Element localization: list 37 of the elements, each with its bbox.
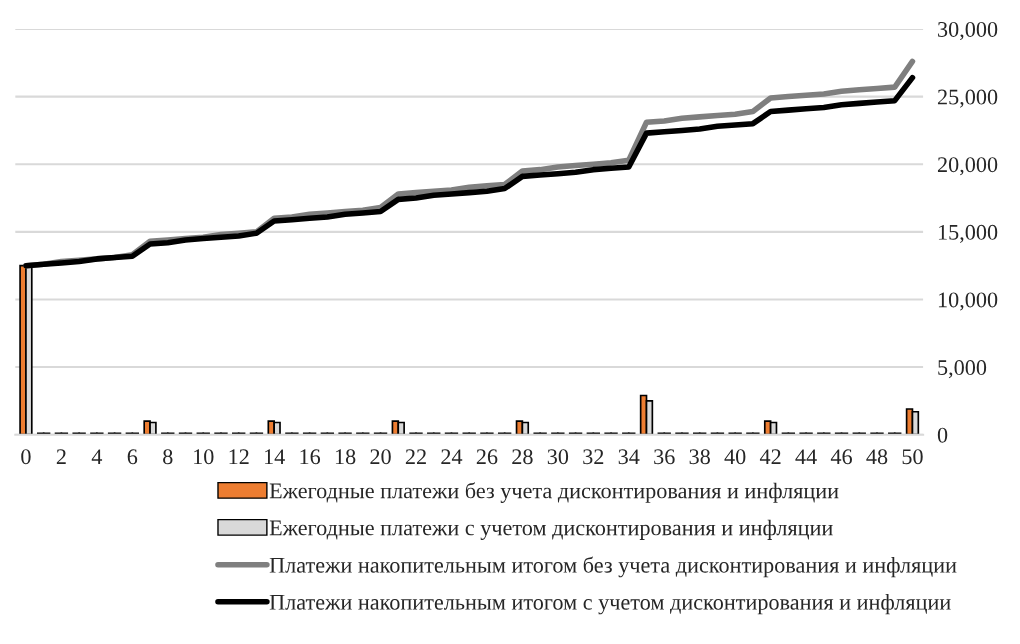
y-tick-label: 20,000 xyxy=(937,157,998,176)
x-tick-label: 48 xyxy=(866,449,888,465)
y-tick-label: 15,000 xyxy=(938,224,998,243)
x-tick-label: 14 xyxy=(265,449,285,465)
x-tick-label: 32 xyxy=(583,449,604,465)
x-tick-label: 2 xyxy=(56,449,66,465)
x-tick-label: 44 xyxy=(795,449,817,465)
x-tick-label: 42 xyxy=(759,449,781,465)
x-tick-label: 0 xyxy=(21,449,31,465)
legend-label: Платежи накопительным итогом с учетом дисконтирования и инфляции xyxy=(269,594,951,615)
x-tick-label: 10 xyxy=(194,449,214,465)
x-tick-label: 46 xyxy=(830,449,852,465)
x-tick-label: 50 xyxy=(902,449,923,465)
x-tick-label: 12 xyxy=(229,449,249,465)
x-tick-label: 26 xyxy=(476,449,498,465)
x-tick-label: 38 xyxy=(689,449,710,465)
x-tick-label: 20 xyxy=(370,449,391,465)
x-tick-label: 24 xyxy=(441,449,463,465)
x-tick-label: 28 xyxy=(512,449,533,465)
x-tick-label: 22 xyxy=(405,449,426,465)
y-tick-label: 10,000 xyxy=(938,292,998,311)
x-tick-label: 36 xyxy=(654,449,675,465)
legend-label: Платежи накопительным итогом без учета дисконтирования и инфляции xyxy=(269,556,957,578)
x-tick-label: 40 xyxy=(724,449,746,465)
x-tick-label: 34 xyxy=(618,449,640,465)
x-tick-label: 18 xyxy=(335,449,356,465)
y-tick-label: 30,000 xyxy=(938,21,998,41)
x-tick-label: 8 xyxy=(163,449,173,465)
x-tick-label: 6 xyxy=(127,449,138,465)
legend-label: Ежегодные платежи с учетом дисконтирования и инфляции xyxy=(269,519,833,540)
x-tick-label: 4 xyxy=(91,449,103,465)
legend-label: Ежегодные платежи без учета дисконтирования и инфляции xyxy=(269,482,839,503)
y-tick-label: 0 xyxy=(937,427,948,443)
y-tick-label: 5,000 xyxy=(938,360,987,379)
y-tick-label: 25,000 xyxy=(937,89,998,108)
x-tick-label: 30 xyxy=(547,449,569,465)
x-tick-label: 16 xyxy=(300,449,321,465)
